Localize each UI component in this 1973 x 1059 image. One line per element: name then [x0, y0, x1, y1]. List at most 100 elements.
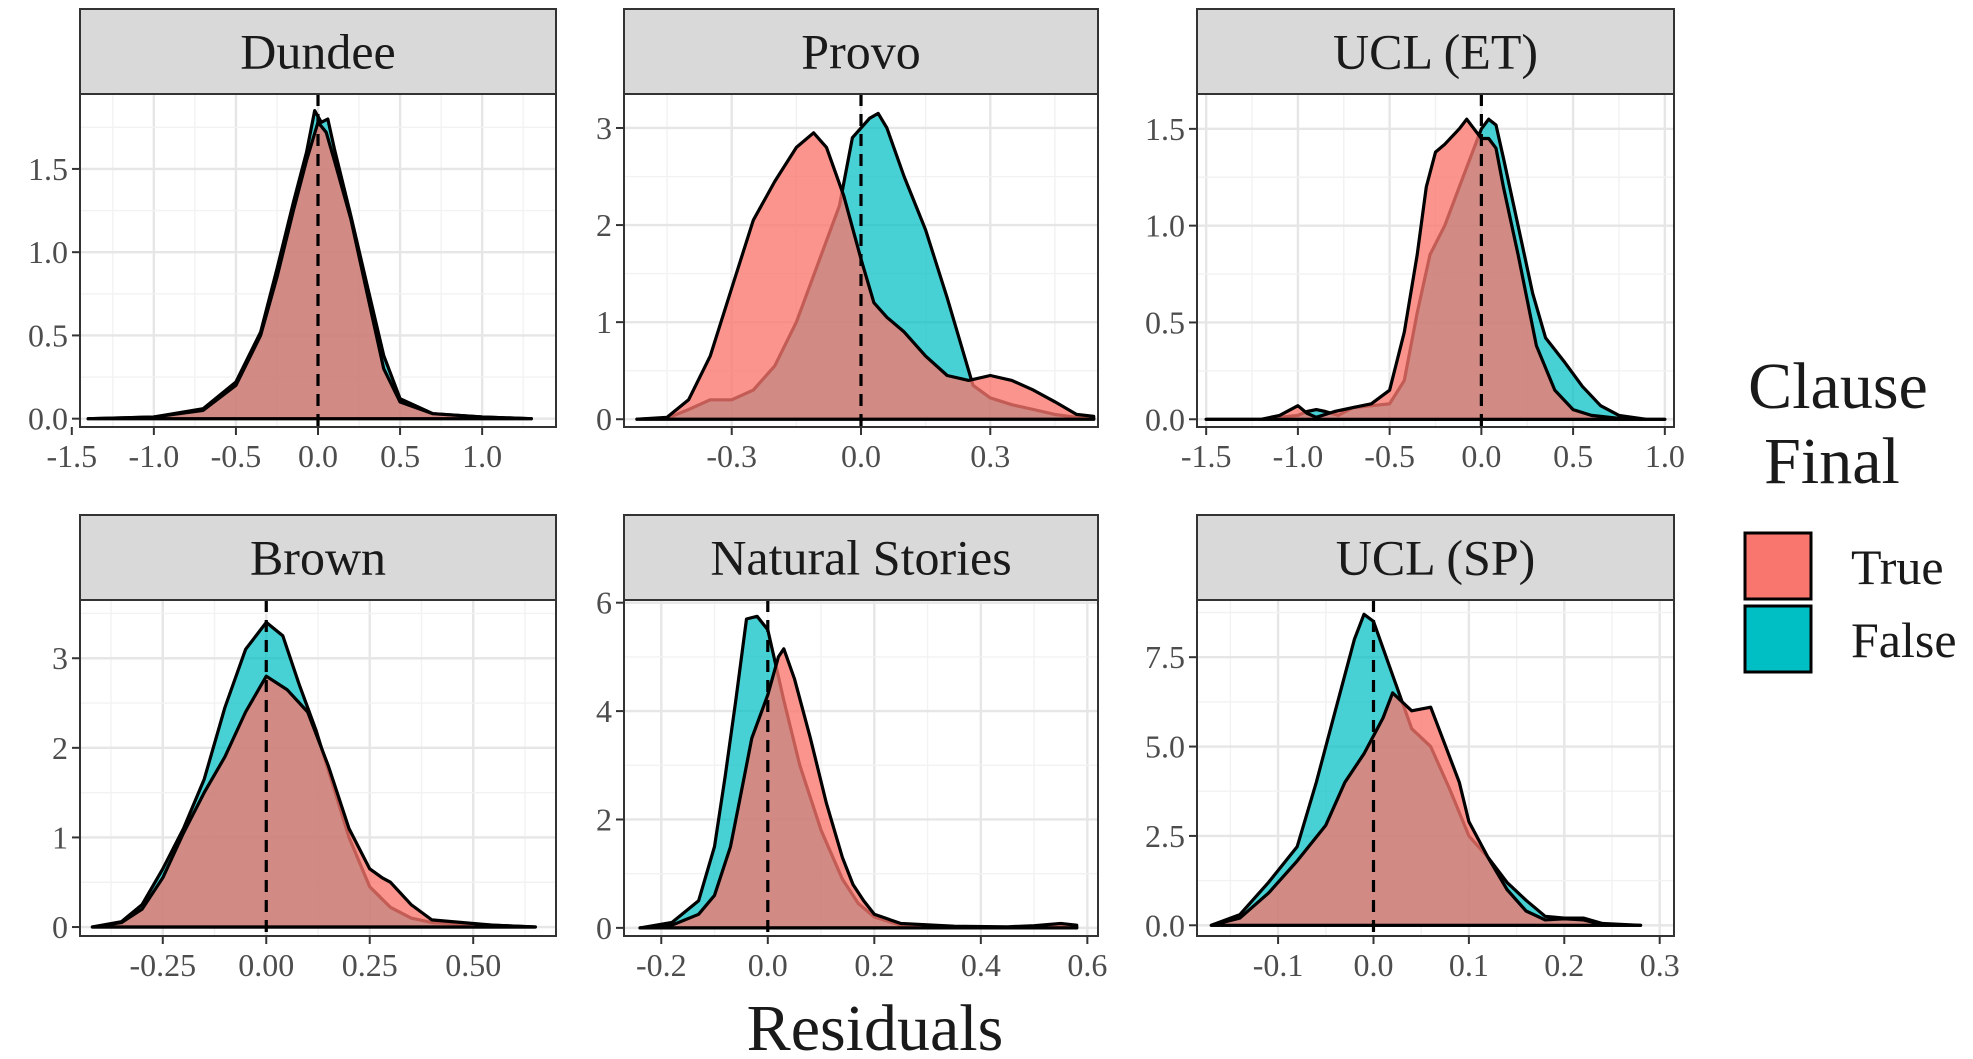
legend-label-false: False — [1851, 612, 1957, 668]
y-tick-label: 0.0 — [28, 401, 68, 437]
x-tick-label: -1.5 — [46, 438, 97, 474]
density-true — [90, 674, 537, 929]
panel-ucl-et: UCL (ET) -1.5 -1.0 -0.5 0.0 0.5 1.0 0.0 0.5 1.0 1.… — [1145, 8, 1685, 474]
y-tick-label: 2 — [596, 207, 612, 243]
x-tick-label: -0.2 — [636, 947, 687, 983]
panel-ucl-sp: UCL (SP) -0.1 0.0 0.1 0.2 0.3 0.0 2.5 5.0 7.5 — [1145, 514, 1680, 983]
x-tick-label: 0.5 — [380, 438, 420, 474]
x-tick-label: 0.00 — [238, 947, 294, 983]
y-tick-label: 4 — [596, 693, 612, 729]
x-axis-ticks: -0.2 0.0 0.2 0.4 0.6 — [636, 936, 1107, 983]
panel-brown: Brown -0.25 0.00 0.25 0.50 0 1 2 3 — [52, 514, 557, 983]
x-tick-label: 0.0 — [841, 438, 881, 474]
facet-title: Natural Stories — [710, 530, 1011, 586]
y-tick-label: 1.0 — [28, 234, 68, 270]
y-axis-ticks: 0 1 2 3 — [52, 640, 80, 945]
facet-strip — [623, 514, 1099, 601]
x-tick-label: 0.0 — [298, 438, 338, 474]
y-tick-label: 0.0 — [1145, 401, 1185, 437]
y-tick-label: 1.0 — [1145, 208, 1185, 244]
x-axis-ticks: -1.5 -1.0 -0.5 0.0 0.5 1.0 — [1181, 427, 1685, 474]
y-axis-ticks: 0.0 2.5 5.0 7.5 — [1145, 639, 1197, 943]
x-tick-label: 0.1 — [1449, 947, 1489, 983]
x-tick-label: -1.5 — [1181, 438, 1232, 474]
y-tick-label: 0.0 — [1145, 907, 1185, 943]
x-tick-label: -0.25 — [129, 947, 196, 983]
facet-title: UCL (SP) — [1336, 530, 1536, 586]
y-axis-ticks: 0 2 4 6 — [596, 585, 624, 946]
x-tick-label: 0.50 — [445, 947, 501, 983]
y-tick-label: 7.5 — [1145, 639, 1185, 675]
facet-title: UCL (ET) — [1333, 24, 1538, 80]
x-tick-label: 0.0 — [748, 947, 788, 983]
x-tick-label: 0.5 — [1553, 438, 1593, 474]
facet-strip — [79, 8, 557, 95]
x-tick-label: 0.0 — [1461, 438, 1501, 474]
density-true — [635, 131, 1096, 421]
x-axis-ticks: -0.3 0.0 0.3 — [706, 427, 1010, 474]
legend-key-false — [1743, 604, 1813, 674]
density-true — [86, 120, 533, 421]
y-tick-label: 0 — [596, 910, 612, 946]
legend-key-true — [1743, 531, 1813, 601]
legend: Clause Final True False — [1743, 350, 1957, 674]
y-axis-ticks: 0 1 2 3 — [596, 110, 624, 437]
facet-title: Dundee — [240, 24, 396, 80]
x-tick-label: 0.25 — [342, 947, 398, 983]
panel-background — [624, 600, 1098, 936]
y-tick-label: 2 — [596, 801, 612, 837]
panel-border — [1196, 93, 1675, 428]
y-tick-label: 1 — [596, 304, 612, 340]
x-tick-label: -0.3 — [706, 438, 757, 474]
x-tick-label: 0.3 — [1640, 947, 1680, 983]
x-axis-ticks: -0.1 0.0 0.1 0.2 0.3 — [1253, 936, 1680, 983]
y-tick-label: 0 — [596, 401, 612, 437]
y-tick-label: 6 — [596, 585, 612, 621]
x-tick-label: 1.0 — [462, 438, 502, 474]
x-tick-label: 0.3 — [970, 438, 1010, 474]
y-tick-label: 0.5 — [1145, 304, 1185, 340]
legend-label-true: True — [1851, 539, 1944, 595]
x-tick-label: -0.5 — [211, 438, 262, 474]
x-tick-label: 0.2 — [1544, 947, 1584, 983]
legend-title-line-1: Clause — [1748, 350, 1928, 423]
facet-title: Brown — [250, 530, 386, 586]
legend-title-line-2: Final — [1764, 425, 1900, 498]
x-tick-label: -1.0 — [1273, 438, 1324, 474]
panel-dundee: Dundee -1.5 -1.0 -0.5 0.0 0.5 1.0 0.0 0.5 1.0 1.5 — [28, 8, 557, 474]
y-tick-label: 2 — [52, 730, 68, 766]
y-tick-label: 2.5 — [1145, 818, 1185, 854]
y-tick-label: 1 — [52, 819, 68, 855]
y-tick-label: 0.5 — [28, 317, 68, 353]
facet-strip — [79, 514, 557, 601]
y-tick-label: 0 — [52, 909, 68, 945]
density-true — [1209, 691, 1643, 927]
x-tick-label: -1.0 — [129, 438, 180, 474]
x-tick-label: 1.0 — [1645, 438, 1685, 474]
panel-border — [623, 599, 1099, 937]
y-tick-label: 5.0 — [1145, 729, 1185, 765]
x-axis-ticks: -1.5 -1.0 -0.5 0.0 0.5 1.0 — [46, 427, 502, 474]
density-true — [1204, 117, 1667, 421]
density-true — [638, 647, 1079, 930]
facet-title: Provo — [801, 24, 920, 80]
panel-natural-stories: Natural Stories -0.2 0.0 0.2 0.4 0.6 0 2 4 6 — [596, 514, 1107, 983]
x-tick-label: -0.5 — [1364, 438, 1415, 474]
y-axis-ticks: 0.0 0.5 1.0 1.5 — [1145, 111, 1197, 437]
panel-border — [79, 599, 557, 937]
x-tick-label: 0.4 — [961, 947, 1001, 983]
y-tick-label: 3 — [596, 110, 612, 146]
panel-provo: Provo -0.3 0.0 0.3 0 1 2 3 — [596, 8, 1099, 474]
x-tick-label: 0.0 — [1353, 947, 1393, 983]
x-tick-label: 0.2 — [854, 947, 894, 983]
panels-layer: Dundee -1.5 -1.0 -0.5 0.0 0.5 1.0 0.0 0.5 1.0 1.5 P… — [28, 8, 1685, 983]
y-tick-label: 3 — [52, 640, 68, 676]
x-axis-ticks: -0.25 0.00 0.25 0.50 — [129, 936, 501, 983]
facet-strip — [1196, 8, 1675, 95]
panel-border — [1196, 599, 1675, 937]
x-tick-label: 0.6 — [1067, 947, 1107, 983]
x-tick-label: -0.1 — [1253, 947, 1304, 983]
y-tick-label: 1.5 — [1145, 111, 1185, 147]
x-axis-title: Residuals — [747, 992, 1004, 1059]
